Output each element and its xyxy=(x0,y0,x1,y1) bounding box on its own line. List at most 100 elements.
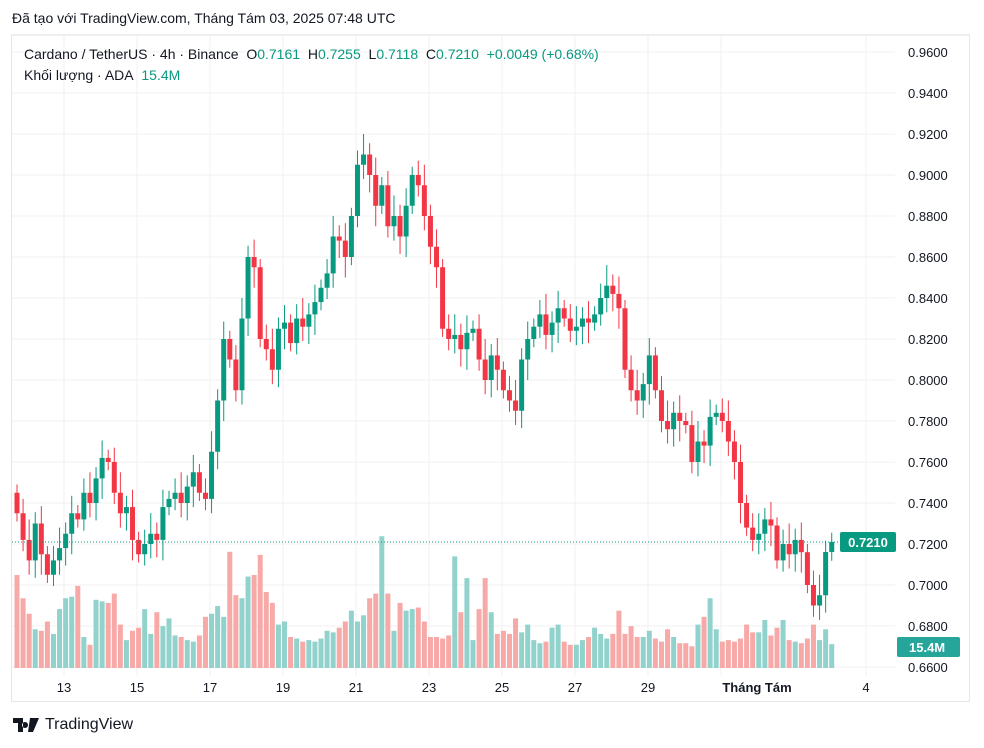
volume-bar xyxy=(166,618,172,668)
volume-bar xyxy=(616,610,622,668)
volume-bar xyxy=(488,612,494,668)
candle-body xyxy=(105,457,111,462)
volume-bar xyxy=(391,630,397,668)
candle-body xyxy=(32,523,38,561)
chart-frame xyxy=(11,34,970,702)
candle-body xyxy=(336,236,342,241)
y-tick-label: 0.8200 xyxy=(908,332,948,347)
volume-bar xyxy=(567,644,573,668)
volume-bar xyxy=(671,637,677,668)
candle-body xyxy=(531,326,537,339)
candle-body xyxy=(196,472,202,493)
last-price-badge xyxy=(840,531,896,552)
symbol-label[interactable]: Cardano / TetherUS · 4h · Binance xyxy=(24,46,239,62)
candle-body xyxy=(555,308,561,323)
volume-bar xyxy=(604,638,610,668)
volume-bar xyxy=(762,619,768,668)
volume-bar xyxy=(409,609,415,668)
candle-body xyxy=(294,318,300,344)
candle-body xyxy=(257,267,263,339)
high-label: H xyxy=(307,46,318,62)
volume-bar xyxy=(117,624,123,668)
volume-bar xyxy=(725,640,731,668)
candle-body xyxy=(348,216,354,257)
volume-bar xyxy=(342,621,348,668)
candle-body xyxy=(354,164,360,216)
candle-body xyxy=(409,175,415,206)
candle-body xyxy=(713,412,719,417)
volume-bar xyxy=(519,632,525,668)
volume-bar xyxy=(446,635,452,668)
volume-bar xyxy=(579,640,585,668)
caption: Đã tạo với TradingView.com, Tháng Tám 03… xyxy=(12,10,396,26)
volume-label[interactable]: Khối lượng · ADA xyxy=(24,67,134,83)
open-label: O xyxy=(246,46,258,62)
candle-body xyxy=(561,308,567,319)
volume-bar xyxy=(677,643,683,668)
candle-body xyxy=(786,544,792,555)
y-tick-label: 0.9200 xyxy=(908,127,948,142)
volume-bar xyxy=(804,638,810,668)
y-tick-label: 0.7200 xyxy=(908,537,948,552)
candle-body xyxy=(14,492,20,514)
volume-bar xyxy=(142,609,148,668)
tradingview-logo[interactable]: TradingView xyxy=(13,716,133,734)
volume-bar xyxy=(573,644,579,668)
volume-bar xyxy=(196,635,202,668)
candle-body xyxy=(379,185,385,206)
volume-bar xyxy=(555,624,561,668)
candle-body xyxy=(166,498,172,508)
volume-bar xyxy=(63,598,69,668)
volume-bar xyxy=(75,585,81,668)
volume-bar xyxy=(148,633,154,668)
candle-body xyxy=(373,175,379,206)
y-tick-label: 0.9600 xyxy=(908,45,948,60)
volume-bar xyxy=(130,630,136,668)
candle-body xyxy=(44,554,50,575)
volume-bar xyxy=(294,638,300,668)
candle-body xyxy=(367,154,373,175)
candle-body xyxy=(683,421,689,426)
candle-body xyxy=(312,302,318,315)
volume-bar xyxy=(57,609,63,668)
volume-bar xyxy=(719,641,725,668)
volume-bar xyxy=(658,641,664,668)
volume-bar xyxy=(780,619,786,668)
volume-bar xyxy=(634,637,640,668)
candle-body xyxy=(500,369,506,391)
volume-bar xyxy=(421,621,427,668)
x-tick-label: 19 xyxy=(276,680,290,695)
candle-body xyxy=(318,287,324,303)
volume-bar xyxy=(215,606,221,668)
candle-body xyxy=(543,314,549,335)
volume-bar xyxy=(209,613,215,668)
volume-bar xyxy=(792,641,798,668)
x-tick-label: 13 xyxy=(57,680,71,695)
volume-bar xyxy=(738,638,744,668)
volume-bar xyxy=(731,641,737,668)
x-tick-label: Tháng Tám xyxy=(722,680,791,695)
volume-bar xyxy=(227,551,233,668)
candle-body xyxy=(148,533,154,544)
volume-bar xyxy=(336,627,342,668)
volume-bar xyxy=(476,609,482,668)
volume-bar xyxy=(361,615,367,668)
candle-body xyxy=(810,585,816,606)
volume-bar xyxy=(257,554,263,668)
candle-body xyxy=(215,400,221,452)
candle-body xyxy=(616,293,622,309)
volume-value: 15.4M xyxy=(141,67,181,83)
volume-bar xyxy=(774,627,780,668)
candle-body xyxy=(233,359,239,391)
candle-body xyxy=(306,314,312,327)
x-tick-label: 17 xyxy=(203,680,217,695)
volume-bar xyxy=(701,616,707,668)
volume-bar xyxy=(123,640,129,668)
candle-body xyxy=(458,334,464,350)
candle-body xyxy=(75,513,81,520)
volume-bar xyxy=(829,644,835,668)
candle-body xyxy=(695,441,701,462)
candle-body xyxy=(251,257,257,268)
candle-body xyxy=(537,314,543,327)
